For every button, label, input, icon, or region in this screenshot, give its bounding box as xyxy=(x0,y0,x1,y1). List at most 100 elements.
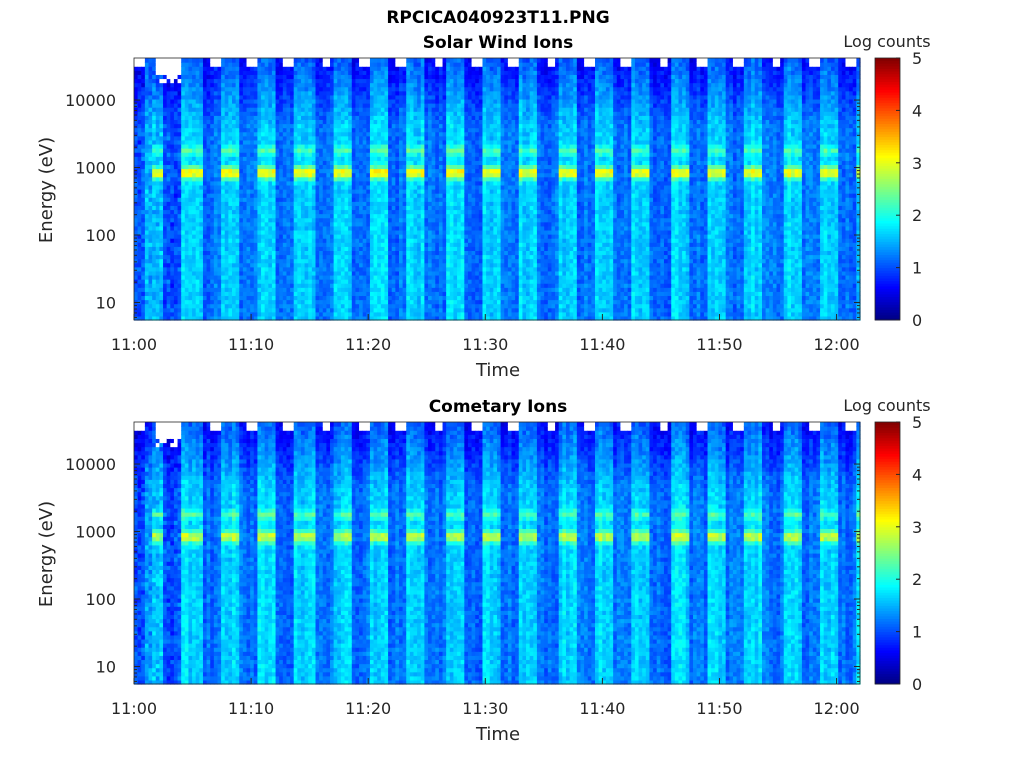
heatmap-cell xyxy=(210,263,214,268)
heatmap-cell xyxy=(225,201,229,206)
heatmap-cell xyxy=(261,132,265,137)
heatmap-cell xyxy=(239,156,243,161)
heatmap-cell xyxy=(159,91,163,96)
heatmap-cell xyxy=(217,115,221,120)
heatmap-cell xyxy=(265,181,269,186)
heatmap-cell xyxy=(236,193,240,198)
heatmap-cell xyxy=(185,177,189,182)
heatmap-cell xyxy=(149,115,153,120)
heatmap-cell xyxy=(301,156,305,161)
heatmap-cell xyxy=(170,124,174,129)
heatmap-cell xyxy=(326,152,330,157)
heatmap-cell xyxy=(381,124,385,129)
heatmap-cell xyxy=(330,259,334,264)
heatmap-cell xyxy=(199,275,203,280)
heatmap-cell xyxy=(370,246,374,251)
heatmap-cell xyxy=(305,177,309,182)
heatmap-cell xyxy=(414,214,418,219)
heatmap-cell xyxy=(250,91,254,96)
heatmap-cell xyxy=(167,177,171,182)
heatmap-cell xyxy=(134,263,138,268)
heatmap-cell xyxy=(192,115,196,120)
heatmap-cell xyxy=(167,222,171,227)
heatmap-cell xyxy=(167,214,171,219)
heatmap-cell xyxy=(334,275,338,280)
heatmap-cell xyxy=(236,214,240,219)
heatmap-cell xyxy=(414,95,418,100)
heatmap-cell xyxy=(152,148,156,153)
heatmap-cell xyxy=(265,91,269,96)
heatmap-cell xyxy=(366,291,370,296)
heatmap-cell xyxy=(156,148,160,153)
heatmap-cell xyxy=(156,177,160,182)
heatmap-cell xyxy=(355,238,359,243)
heatmap-cell xyxy=(214,259,218,264)
heatmap-cell xyxy=(149,177,153,182)
heatmap-cell xyxy=(170,173,174,178)
heatmap-cell xyxy=(410,242,414,247)
heatmap-cell xyxy=(188,74,192,79)
heatmap-cell xyxy=(159,201,163,206)
heatmap-cell xyxy=(261,283,265,288)
heatmap-cell xyxy=(217,234,221,239)
heatmap-cell xyxy=(257,136,261,141)
heatmap-cell xyxy=(319,173,323,178)
heatmap-cell xyxy=(207,214,211,219)
heatmap-cell xyxy=(395,160,399,165)
heatmap-cell xyxy=(406,279,410,284)
heatmap-cell xyxy=(395,91,399,96)
heatmap-cell xyxy=(323,246,327,251)
heatmap-cell xyxy=(326,83,330,88)
heatmap-cell xyxy=(279,95,283,100)
heatmap-cell xyxy=(199,128,203,133)
heatmap-cell xyxy=(399,218,403,223)
heatmap-cell xyxy=(181,128,185,133)
heatmap-cell xyxy=(345,95,349,100)
heatmap-cell xyxy=(156,214,160,219)
heatmap-cell xyxy=(355,66,359,71)
heatmap-cell xyxy=(152,119,156,124)
heatmap-cell xyxy=(210,107,214,112)
heatmap-cell xyxy=(254,119,258,124)
heatmap-cell xyxy=(221,140,225,145)
heatmap-cell xyxy=(210,197,214,202)
heatmap-cell xyxy=(381,304,385,309)
heatmap-cell xyxy=(268,209,272,214)
heatmap-cell xyxy=(384,74,388,79)
heatmap-cell xyxy=(196,132,200,137)
heatmap-cell xyxy=(355,283,359,288)
heatmap-cell xyxy=(188,107,192,112)
heatmap-cell xyxy=(203,259,207,264)
heatmap-cell xyxy=(228,115,232,120)
heatmap-cell xyxy=(403,201,407,206)
heatmap-cell xyxy=(221,300,225,305)
heatmap-cell xyxy=(203,250,207,255)
heatmap-cell xyxy=(366,214,370,219)
heatmap-cell xyxy=(294,259,298,264)
heatmap-cell xyxy=(196,103,200,108)
heatmap-cell xyxy=(337,312,341,317)
heatmap-cell xyxy=(286,95,290,100)
heatmap-cell xyxy=(352,246,356,251)
heatmap-cell xyxy=(232,160,236,165)
heatmap-cell xyxy=(239,185,243,190)
heatmap-cell xyxy=(348,300,352,305)
heatmap-cell xyxy=(167,283,171,288)
heatmap-cell xyxy=(399,119,403,124)
heatmap-cell xyxy=(312,267,316,272)
heatmap-cell xyxy=(341,246,345,251)
heatmap-cell xyxy=(294,283,298,288)
heatmap-cell xyxy=(185,291,189,296)
heatmap-cell xyxy=(217,156,221,161)
heatmap-cell xyxy=(399,263,403,268)
heatmap-cell xyxy=(392,197,396,202)
heatmap-cell xyxy=(254,205,258,210)
heatmap-cell xyxy=(192,156,196,161)
heatmap-cell xyxy=(247,234,251,239)
heatmap-cell xyxy=(250,107,254,112)
heatmap-cell xyxy=(326,209,330,214)
heatmap-cell xyxy=(152,263,156,268)
heatmap-cell xyxy=(403,66,407,71)
heatmap-cell xyxy=(410,201,414,206)
heatmap-cell xyxy=(167,185,171,190)
